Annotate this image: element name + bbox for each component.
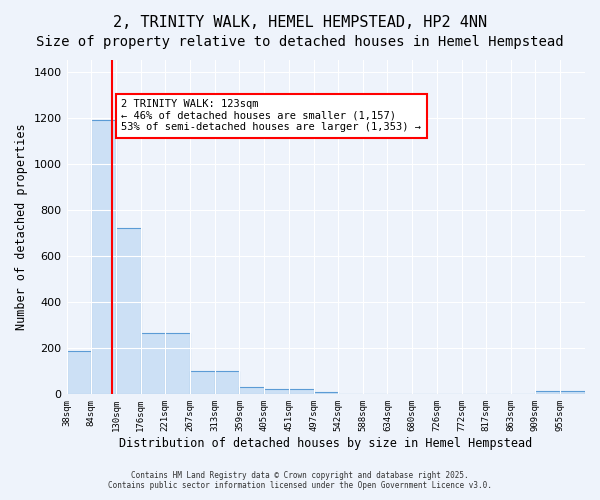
Bar bbox=[141, 333, 166, 394]
X-axis label: Distribution of detached houses by size in Hemel Hempstead: Distribution of detached houses by size … bbox=[119, 437, 532, 450]
Bar bbox=[190, 372, 215, 394]
Bar bbox=[264, 388, 289, 394]
Text: Contains HM Land Registry data © Crown copyright and database right 2025.
Contai: Contains HM Land Registry data © Crown c… bbox=[108, 470, 492, 490]
Bar bbox=[560, 391, 585, 394]
Text: Size of property relative to detached houses in Hemel Hempstead: Size of property relative to detached ho… bbox=[36, 35, 564, 49]
Bar bbox=[67, 350, 91, 395]
Bar bbox=[116, 228, 141, 394]
Bar bbox=[314, 392, 338, 394]
Y-axis label: Number of detached properties: Number of detached properties bbox=[15, 124, 28, 330]
Bar bbox=[239, 388, 264, 394]
Bar bbox=[91, 120, 116, 394]
Text: 2 TRINITY WALK: 123sqm
← 46% of detached houses are smaller (1,157)
53% of semi-: 2 TRINITY WALK: 123sqm ← 46% of detached… bbox=[121, 99, 421, 132]
Bar bbox=[535, 391, 560, 394]
Bar bbox=[215, 372, 239, 394]
Text: 2, TRINITY WALK, HEMEL HEMPSTEAD, HP2 4NN: 2, TRINITY WALK, HEMEL HEMPSTEAD, HP2 4N… bbox=[113, 15, 487, 30]
Bar bbox=[165, 333, 190, 394]
Bar bbox=[289, 388, 314, 394]
